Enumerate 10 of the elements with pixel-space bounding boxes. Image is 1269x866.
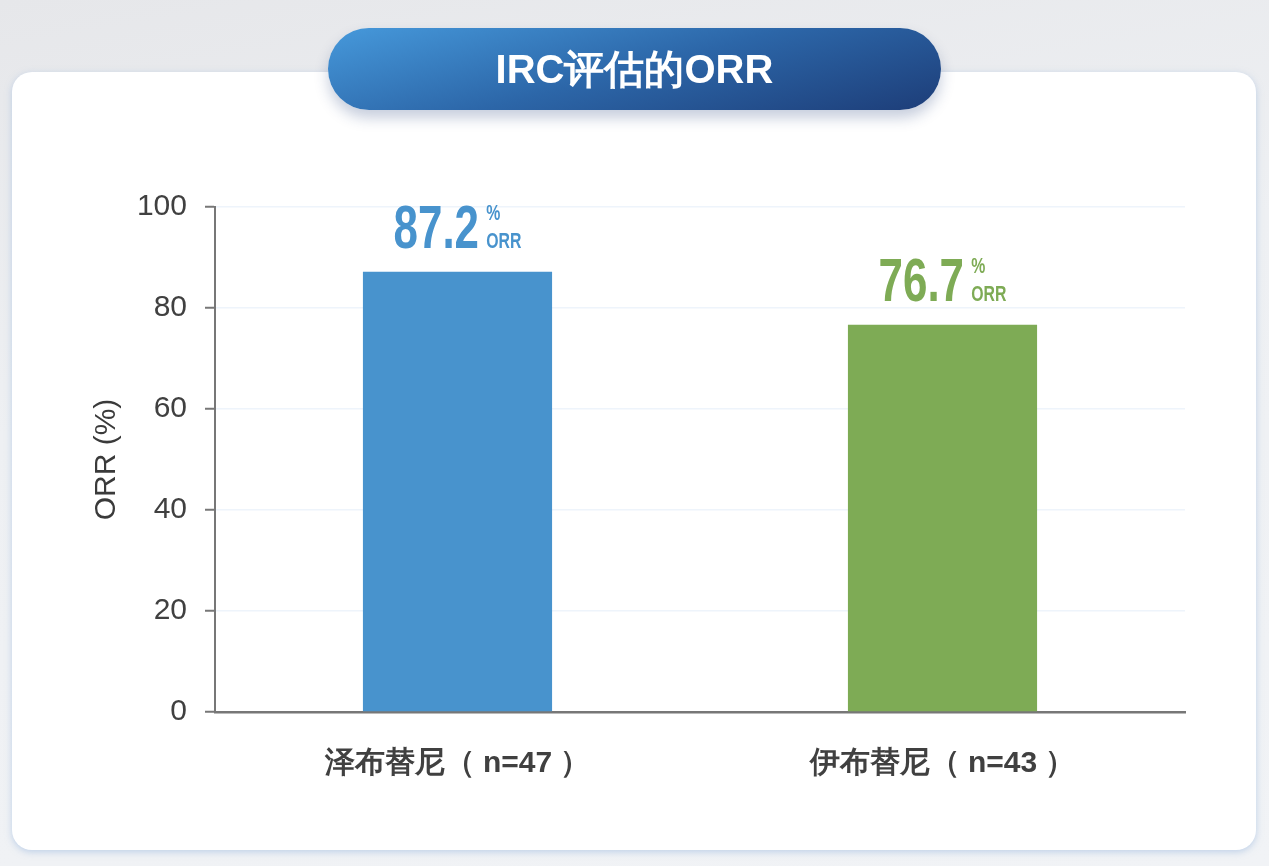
y-axis-title: ORR (%): [88, 398, 122, 521]
x-tick-label: 伊布替尼（ n=43 ）: [808, 745, 1076, 779]
y-tick-label: 80: [153, 289, 187, 323]
y-tick-label: 40: [153, 491, 187, 525]
x-tick-label: 泽布替尼（ n=47 ）: [323, 745, 591, 779]
chart-title: IRC评估的ORR: [494, 46, 775, 93]
y-tick-label: 100: [136, 188, 187, 222]
y-tick-label: 0: [170, 693, 187, 727]
y-tick-label: 60: [153, 390, 187, 424]
y-tick-label: 20: [153, 592, 187, 626]
